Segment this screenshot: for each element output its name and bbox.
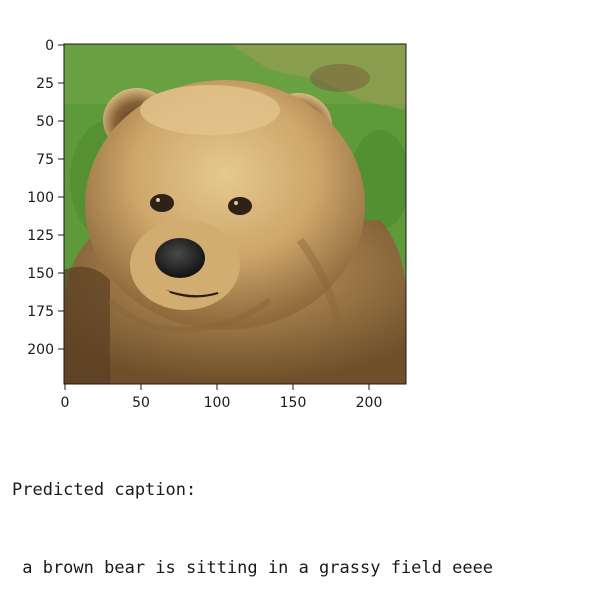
y-tick-label: 75 (36, 152, 54, 168)
y-tick-label: 175 (27, 304, 54, 320)
x-tick-label: 0 (61, 395, 70, 411)
bear-photo (64, 44, 406, 384)
x-axis: 0 50 100 150 200 (61, 384, 383, 411)
y-tick-label: 125 (27, 228, 54, 244)
output-label: Predicted caption: (12, 480, 197, 500)
x-tick-label: 50 (132, 395, 150, 411)
y-tick-label: 100 (27, 190, 54, 206)
x-tick-label: 150 (280, 395, 307, 411)
x-tick-label: 200 (356, 395, 383, 411)
cell-output: Predicted caption: a brown bear is sitti… (12, 425, 493, 607)
image-plot: 0 25 50 75 100 125 150 175 200 0 50 100 … (27, 38, 407, 411)
predicted-caption: a brown bear is sitting in a grassy fiel… (12, 558, 494, 578)
axes-frame (63, 43, 407, 385)
y-tick-label: 25 (36, 76, 54, 92)
y-axis: 0 25 50 75 100 125 150 175 200 (27, 38, 64, 358)
x-tick-label: 100 (204, 395, 231, 411)
y-tick-label: 150 (27, 266, 54, 282)
y-tick-label: 0 (45, 38, 54, 54)
y-tick-label: 50 (36, 114, 54, 130)
y-tick-label: 200 (27, 342, 54, 358)
